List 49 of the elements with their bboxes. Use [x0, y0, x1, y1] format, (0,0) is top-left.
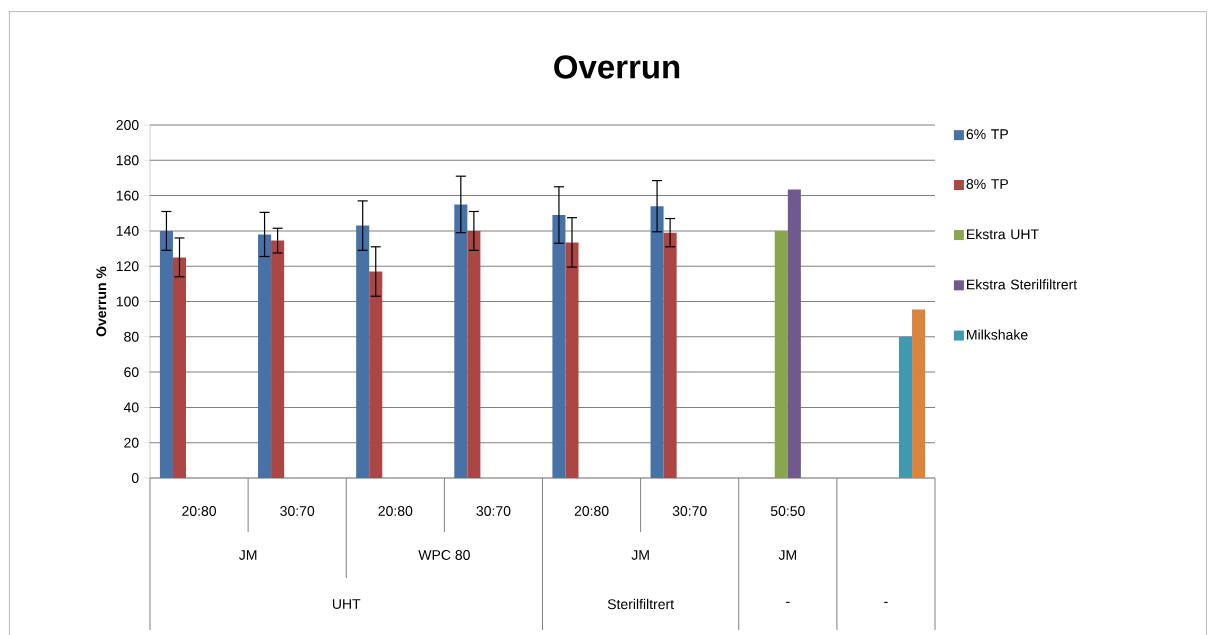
legend-label: Milkshake	[967, 329, 1028, 340]
bar	[172, 257, 187, 479]
text: JM	[239, 550, 257, 560]
bar	[565, 242, 579, 479]
y-tick-label: 180	[116, 155, 139, 166]
x-tick-label: 20:80	[574, 506, 609, 516]
bar	[552, 215, 566, 479]
y-tick-label: 200	[116, 120, 139, 130]
y-tick-label: 140	[116, 225, 139, 236]
text: JM	[778, 550, 797, 560]
chart-title: Overrun	[554, 55, 680, 79]
bar	[356, 225, 370, 479]
y-tick-label: 0	[131, 473, 139, 483]
text: -	[884, 601, 888, 603]
text: UHT	[332, 599, 361, 609]
x-tick-label: 30:70	[280, 506, 315, 516]
bar	[258, 234, 272, 479]
legend-label: Ekstra UHT	[967, 228, 1039, 240]
y-axis-title: Overrun %	[96, 266, 107, 337]
bar	[663, 232, 677, 479]
y-tick-label: 80	[124, 331, 139, 342]
y-tick-label: 20	[124, 437, 139, 448]
y-tick-label: 60	[124, 367, 139, 378]
y-tick-label: 120	[116, 261, 139, 272]
x-tick-label: 20:80	[378, 506, 413, 516]
text: JM	[631, 550, 649, 560]
bar	[467, 230, 481, 479]
y-tick-label: 40	[123, 402, 139, 413]
bar	[912, 309, 926, 479]
x-tick-label: 50:50	[770, 506, 805, 516]
text: Sterilfiltrert	[607, 598, 674, 610]
bar	[271, 240, 285, 479]
bar	[898, 336, 913, 479]
bar	[787, 189, 801, 479]
x-tick-label: 30:70	[476, 506, 511, 516]
bar	[369, 271, 383, 479]
bar	[774, 230, 788, 479]
y-tick-label: 100	[116, 296, 139, 307]
x-tick-label: 20:80	[182, 506, 217, 516]
legend-label: Ekstra Sterilfiltrert	[967, 279, 1078, 290]
text: WPC 80	[418, 550, 470, 560]
legend-label: 8% TP	[966, 179, 1008, 189]
x-tick-label: 30:70	[672, 506, 707, 516]
y-tick-label: 160	[116, 190, 139, 201]
bar	[159, 230, 173, 479]
bar	[650, 206, 664, 479]
bar	[454, 204, 468, 479]
legend-label: 6% TP	[966, 129, 1008, 140]
text: -	[786, 601, 790, 603]
